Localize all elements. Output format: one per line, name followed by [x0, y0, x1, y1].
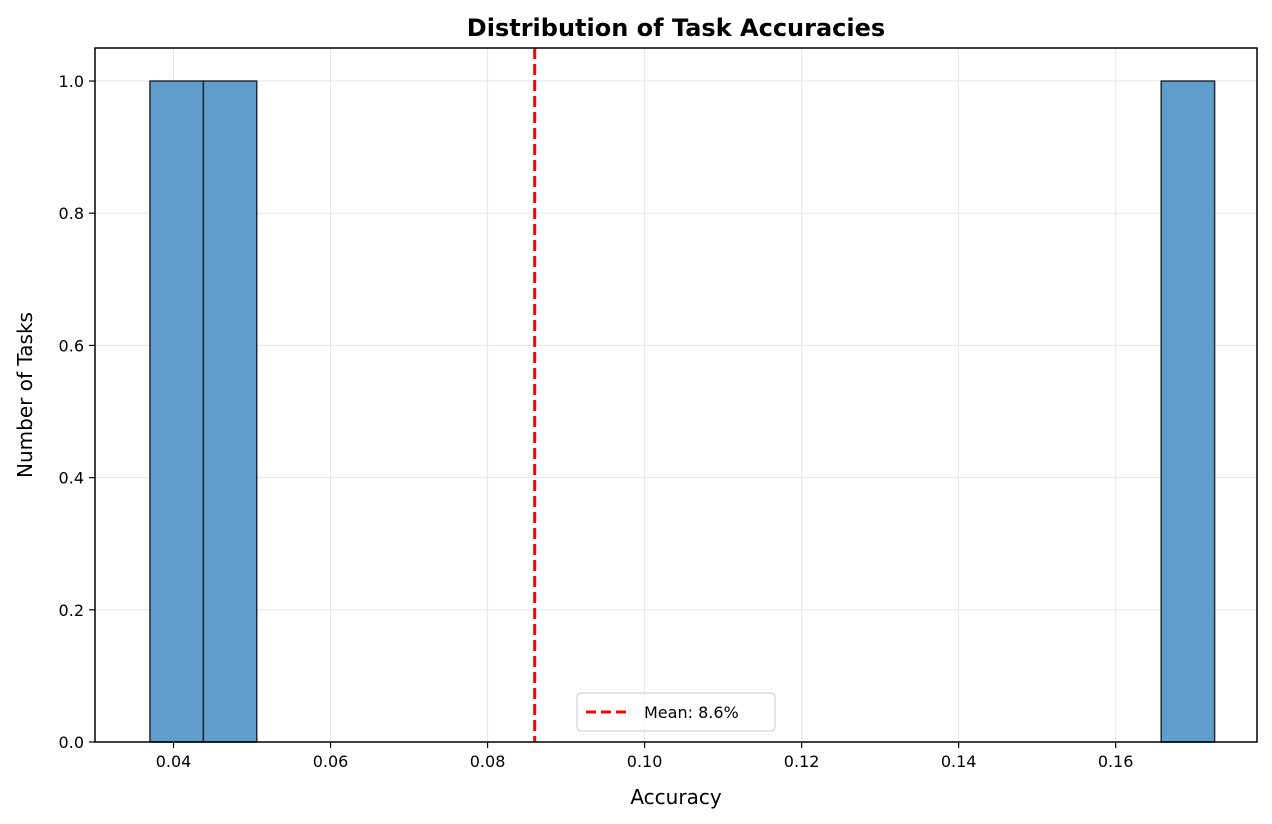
- x-tick-label: 0.16: [1098, 752, 1134, 771]
- x-tick-label: 0.06: [313, 752, 349, 771]
- y-tick-label: 1.0: [59, 72, 84, 91]
- ticks-layer: 0.04 0.06 0.08 0.10 0.12 0.14 0.16 0.0 0.2 0.4 0.6…: [59, 72, 1134, 771]
- legend-label-mean: Mean: 8.6%: [644, 703, 739, 722]
- histogram-bar: [149, 80, 205, 743]
- y-axis-label: Number of Tasks: [13, 312, 37, 478]
- histogram-bar: [202, 80, 258, 743]
- chart-title: Distribution of Task Accuracies: [467, 14, 885, 42]
- x-tick-label: 0.10: [627, 752, 663, 771]
- histogram-bar: [1160, 80, 1216, 743]
- plot-frame: [94, 47, 1258, 743]
- x-tick-label: 0.04: [156, 752, 192, 771]
- y-tick-label: 0.0: [59, 733, 84, 752]
- legend-box: [576, 692, 776, 732]
- y-tick-label: 0.6: [59, 336, 84, 355]
- y-tick-label: 0.4: [59, 469, 84, 488]
- grid-layer: [95, 48, 1257, 743]
- x-tick-label: 0.08: [470, 752, 506, 771]
- x-axis-label: Accuracy: [630, 785, 721, 809]
- x-tick-label: 0.14: [941, 752, 977, 771]
- x-tick-label: 0.12: [784, 752, 820, 771]
- y-tick-label: 0.2: [59, 601, 84, 620]
- bars-layer: [149, 80, 1216, 743]
- legend: Mean: 8.6%: [576, 692, 776, 732]
- y-tick-label: 0.8: [59, 204, 84, 223]
